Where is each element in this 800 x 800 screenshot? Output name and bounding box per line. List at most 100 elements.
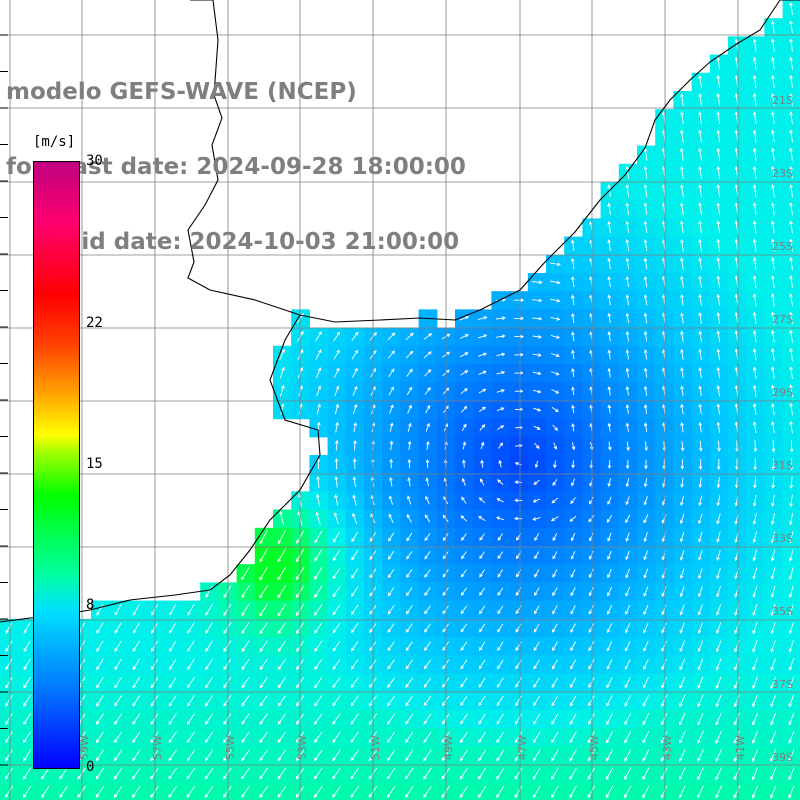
wind-arrow (734, 640, 740, 653)
wind-arrow (96, 640, 104, 652)
wind-arrow (277, 530, 286, 545)
field-cell (491, 564, 511, 583)
wind-arrow (426, 440, 430, 450)
wind-arrow (680, 385, 684, 397)
wind-arrow (588, 605, 594, 615)
wind-arrow (405, 605, 413, 615)
wind-arrow (169, 640, 177, 652)
wind-arrow (553, 460, 557, 469)
field-cell (0, 618, 19, 638)
wind-arrow (698, 531, 703, 543)
field-cell (327, 327, 347, 347)
wind-arrow (715, 749, 722, 762)
wind-arrow (625, 257, 630, 270)
wind-arrow (752, 93, 757, 107)
field-cell (764, 655, 784, 674)
wind-arrow (389, 458, 393, 469)
wind-arrow (59, 767, 68, 780)
wind-arrow (698, 275, 702, 288)
wind-arrow (423, 749, 432, 762)
field-cell (418, 382, 438, 401)
wind-arrow (698, 129, 702, 143)
field-cell (418, 691, 438, 711)
wind-arrow (350, 604, 359, 616)
field-cell (182, 764, 201, 784)
field-cell (18, 618, 37, 638)
wind-arrow (132, 749, 141, 762)
field-cell (291, 618, 310, 638)
field-cell (291, 582, 310, 602)
field-cell (473, 655, 492, 674)
wind-arrow (625, 514, 631, 524)
wind-arrow (752, 293, 757, 307)
latitude-label: 37S (772, 678, 793, 691)
field-cell (491, 527, 511, 547)
wind-arrow (168, 749, 177, 762)
wind-arrow (624, 749, 632, 762)
field-cell (473, 691, 492, 711)
field-cell (455, 327, 474, 347)
field-cell (491, 655, 511, 674)
wind-arrow (788, 694, 795, 708)
wind-arrow (532, 749, 541, 762)
wind-arrow (350, 749, 359, 762)
field-cell (400, 527, 420, 547)
wind-arrow (771, 421, 775, 434)
wind-arrow (132, 622, 140, 634)
wind-arrow (496, 785, 505, 799)
wind-arrow (259, 677, 268, 689)
field-cell (254, 673, 274, 693)
field-cell (600, 582, 620, 602)
wind-arrow (624, 767, 632, 781)
field-cell (254, 582, 274, 602)
wind-arrow (644, 441, 649, 452)
field-cell (200, 764, 219, 784)
wind-arrow (679, 640, 685, 653)
wind-arrow (551, 497, 559, 504)
field-cell (618, 709, 638, 729)
field-cell (564, 564, 583, 583)
wind-arrow (96, 604, 104, 616)
field-cell (273, 582, 292, 602)
field-cell (91, 691, 110, 711)
wind-arrow (387, 350, 395, 359)
field-cell (91, 600, 110, 620)
field-cell (673, 673, 693, 693)
field-cell (473, 746, 492, 765)
field-cell (509, 709, 529, 729)
wind-arrow (132, 731, 141, 744)
field-cell (673, 728, 693, 747)
field-cell (546, 637, 565, 656)
wind-arrow (698, 257, 702, 270)
wind-arrow (733, 676, 740, 689)
field-cell (600, 600, 620, 620)
field-cell (163, 764, 183, 784)
field-cell (564, 746, 583, 765)
field-cell (254, 728, 274, 747)
wind-arrow (241, 677, 250, 689)
wind-arrow (679, 165, 684, 179)
wind-arrow (788, 549, 794, 562)
wind-arrow (423, 695, 432, 707)
field-cell (254, 764, 274, 784)
wind-arrow (698, 147, 702, 161)
wind-arrow (571, 386, 575, 396)
field-cell (418, 746, 438, 765)
wind-arrow (643, 404, 648, 414)
wind-arrow (389, 404, 394, 414)
field-cell (54, 764, 74, 784)
field-cell (127, 709, 147, 729)
wind-arrow (406, 386, 413, 396)
field-cell (473, 600, 492, 620)
field-cell (509, 582, 529, 602)
field-cell (491, 436, 511, 456)
field-cell (546, 527, 565, 547)
field-cell (400, 364, 420, 383)
wind-arrow (168, 767, 177, 780)
wind-arrow (570, 605, 576, 615)
field-cell (109, 637, 128, 656)
wind-arrow (571, 478, 576, 487)
wind-arrow (751, 730, 759, 744)
wind-arrow (277, 749, 287, 762)
wind-arrow (241, 566, 250, 581)
